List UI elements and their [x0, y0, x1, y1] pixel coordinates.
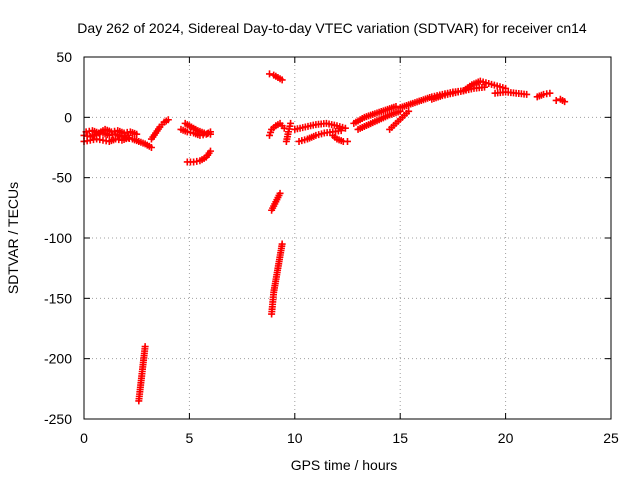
- data-point: [392, 102, 400, 110]
- data-point: [523, 90, 531, 98]
- data-point: [141, 343, 149, 351]
- y-tick-label: -100: [44, 230, 72, 246]
- x-tick-label: 20: [498, 430, 514, 446]
- x-tick-label: 5: [186, 430, 194, 446]
- plot-frame: [83, 56, 612, 420]
- data-point: [341, 124, 349, 132]
- data-point: [552, 96, 560, 104]
- data-point: [278, 76, 286, 84]
- x-tick-label: 15: [392, 430, 408, 446]
- data-point: [164, 116, 172, 124]
- x-tick-label: 10: [287, 430, 303, 446]
- y-tick-label: 0: [64, 109, 72, 125]
- data-point: [481, 83, 489, 91]
- data-point: [278, 240, 286, 248]
- data-point: [206, 130, 214, 138]
- y-tick-label: -50: [52, 170, 72, 186]
- data-point: [287, 119, 295, 127]
- y-tick-label: 50: [56, 49, 72, 65]
- data-point: [546, 89, 554, 97]
- y-tick-label: -250: [44, 411, 72, 427]
- y-axis-label: SDTVAR / TECUs: [5, 182, 21, 294]
- data-point: [344, 137, 351, 145]
- data-point: [133, 130, 141, 138]
- data-point: [280, 124, 288, 132]
- data-point: [206, 147, 214, 155]
- x-tick-label: 0: [80, 430, 88, 446]
- x-axis-label: GPS time / hours: [291, 457, 398, 473]
- data-point: [561, 98, 569, 106]
- data-point: [266, 70, 274, 78]
- data-point: [405, 107, 413, 115]
- x-tick-label: 25: [603, 430, 619, 446]
- y-tick-label: -200: [44, 351, 72, 367]
- data-points: [80, 70, 569, 405]
- data-point: [276, 189, 284, 197]
- data-point: [147, 144, 155, 151]
- data-point: [337, 127, 345, 135]
- y-tick-label: -150: [44, 290, 72, 306]
- chart-title: Day 262 of 2024, Sidereal Day-to-day VTE…: [77, 20, 587, 36]
